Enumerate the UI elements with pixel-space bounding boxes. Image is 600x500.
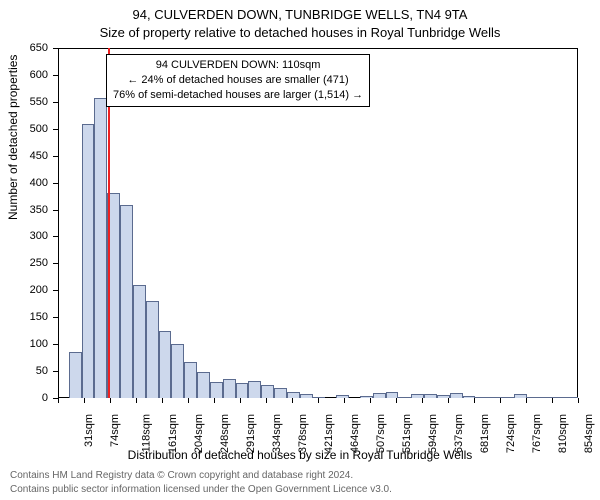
footer-line2: Contains public sector information licen… bbox=[10, 484, 392, 495]
footer-line1: Contains HM Land Registry data © Crown c… bbox=[10, 470, 353, 481]
histogram-bar bbox=[184, 362, 197, 398]
annot-line3: 76% of semi-detached houses are larger (… bbox=[113, 89, 363, 101]
histogram-bar bbox=[565, 397, 578, 398]
histogram-bar bbox=[274, 388, 287, 398]
y-tick-label: 150 bbox=[0, 311, 48, 323]
histogram-bar bbox=[552, 397, 565, 398]
histogram-bar bbox=[210, 382, 223, 398]
y-tick-label: 0 bbox=[0, 392, 48, 404]
y-tick-label: 200 bbox=[0, 284, 48, 296]
histogram-bar bbox=[261, 385, 274, 398]
histogram-bar bbox=[398, 397, 411, 398]
x-tick-label: 31sqm bbox=[83, 414, 95, 447]
footer-attribution: Contains HM Land Registry data © Crown c… bbox=[10, 469, 392, 496]
plot-area: 94 CULVERDEN DOWN: 110sqm ← 24% of detac… bbox=[58, 48, 578, 398]
y-tick-label: 100 bbox=[0, 338, 48, 350]
histogram-bar bbox=[159, 331, 172, 398]
histogram-bar bbox=[527, 397, 540, 398]
y-tick-label: 400 bbox=[0, 177, 48, 189]
title-line2: Size of property relative to detached ho… bbox=[100, 25, 501, 40]
histogram-bar bbox=[120, 205, 133, 398]
histogram-bar bbox=[248, 381, 261, 398]
y-tick-label: 250 bbox=[0, 257, 48, 269]
histogram-bar bbox=[373, 393, 386, 398]
histogram-bar bbox=[539, 397, 552, 398]
histogram-bar bbox=[450, 393, 463, 398]
histogram-bar bbox=[424, 394, 437, 398]
histogram-bar bbox=[336, 395, 349, 398]
y-tick-label: 50 bbox=[0, 365, 48, 377]
chart-title: 94, CULVERDEN DOWN, TUNBRIDGE WELLS, TN4… bbox=[0, 0, 600, 41]
y-tick-label: 500 bbox=[0, 123, 48, 135]
histogram-bar bbox=[501, 397, 514, 398]
y-tick-label: 350 bbox=[0, 204, 48, 216]
y-tick-label: 600 bbox=[0, 69, 48, 81]
histogram-bar bbox=[94, 98, 107, 398]
histogram-bar bbox=[133, 285, 146, 398]
histogram-bar bbox=[171, 344, 184, 398]
y-tick-label: 650 bbox=[0, 42, 48, 54]
title-line1: 94, CULVERDEN DOWN, TUNBRIDGE WELLS, TN4… bbox=[133, 7, 468, 22]
histogram-bar bbox=[82, 124, 95, 398]
y-tick-label: 450 bbox=[0, 150, 48, 162]
histogram-bar bbox=[475, 397, 488, 398]
annot-line1: 94 CULVERDEN DOWN: 110sqm bbox=[156, 59, 321, 71]
annotation-box: 94 CULVERDEN DOWN: 110sqm ← 24% of detac… bbox=[106, 54, 370, 107]
histogram-bar bbox=[146, 301, 159, 398]
y-tick-label: 300 bbox=[0, 230, 48, 242]
histogram-bar bbox=[197, 372, 210, 398]
y-tick-label: 550 bbox=[0, 96, 48, 108]
x-tick-label: 74sqm bbox=[109, 414, 121, 447]
x-tick-label: 118sqm bbox=[140, 414, 152, 452]
histogram-bar bbox=[236, 383, 249, 398]
histogram-bar bbox=[69, 352, 82, 398]
x-axis-label: Distribution of detached houses by size … bbox=[0, 448, 600, 462]
histogram-bar bbox=[300, 394, 313, 398]
histogram-bar bbox=[223, 379, 236, 398]
histogram-bar bbox=[514, 394, 527, 398]
histogram-bar bbox=[287, 392, 300, 398]
annot-line2: ← 24% of detached houses are smaller (47… bbox=[127, 74, 348, 86]
